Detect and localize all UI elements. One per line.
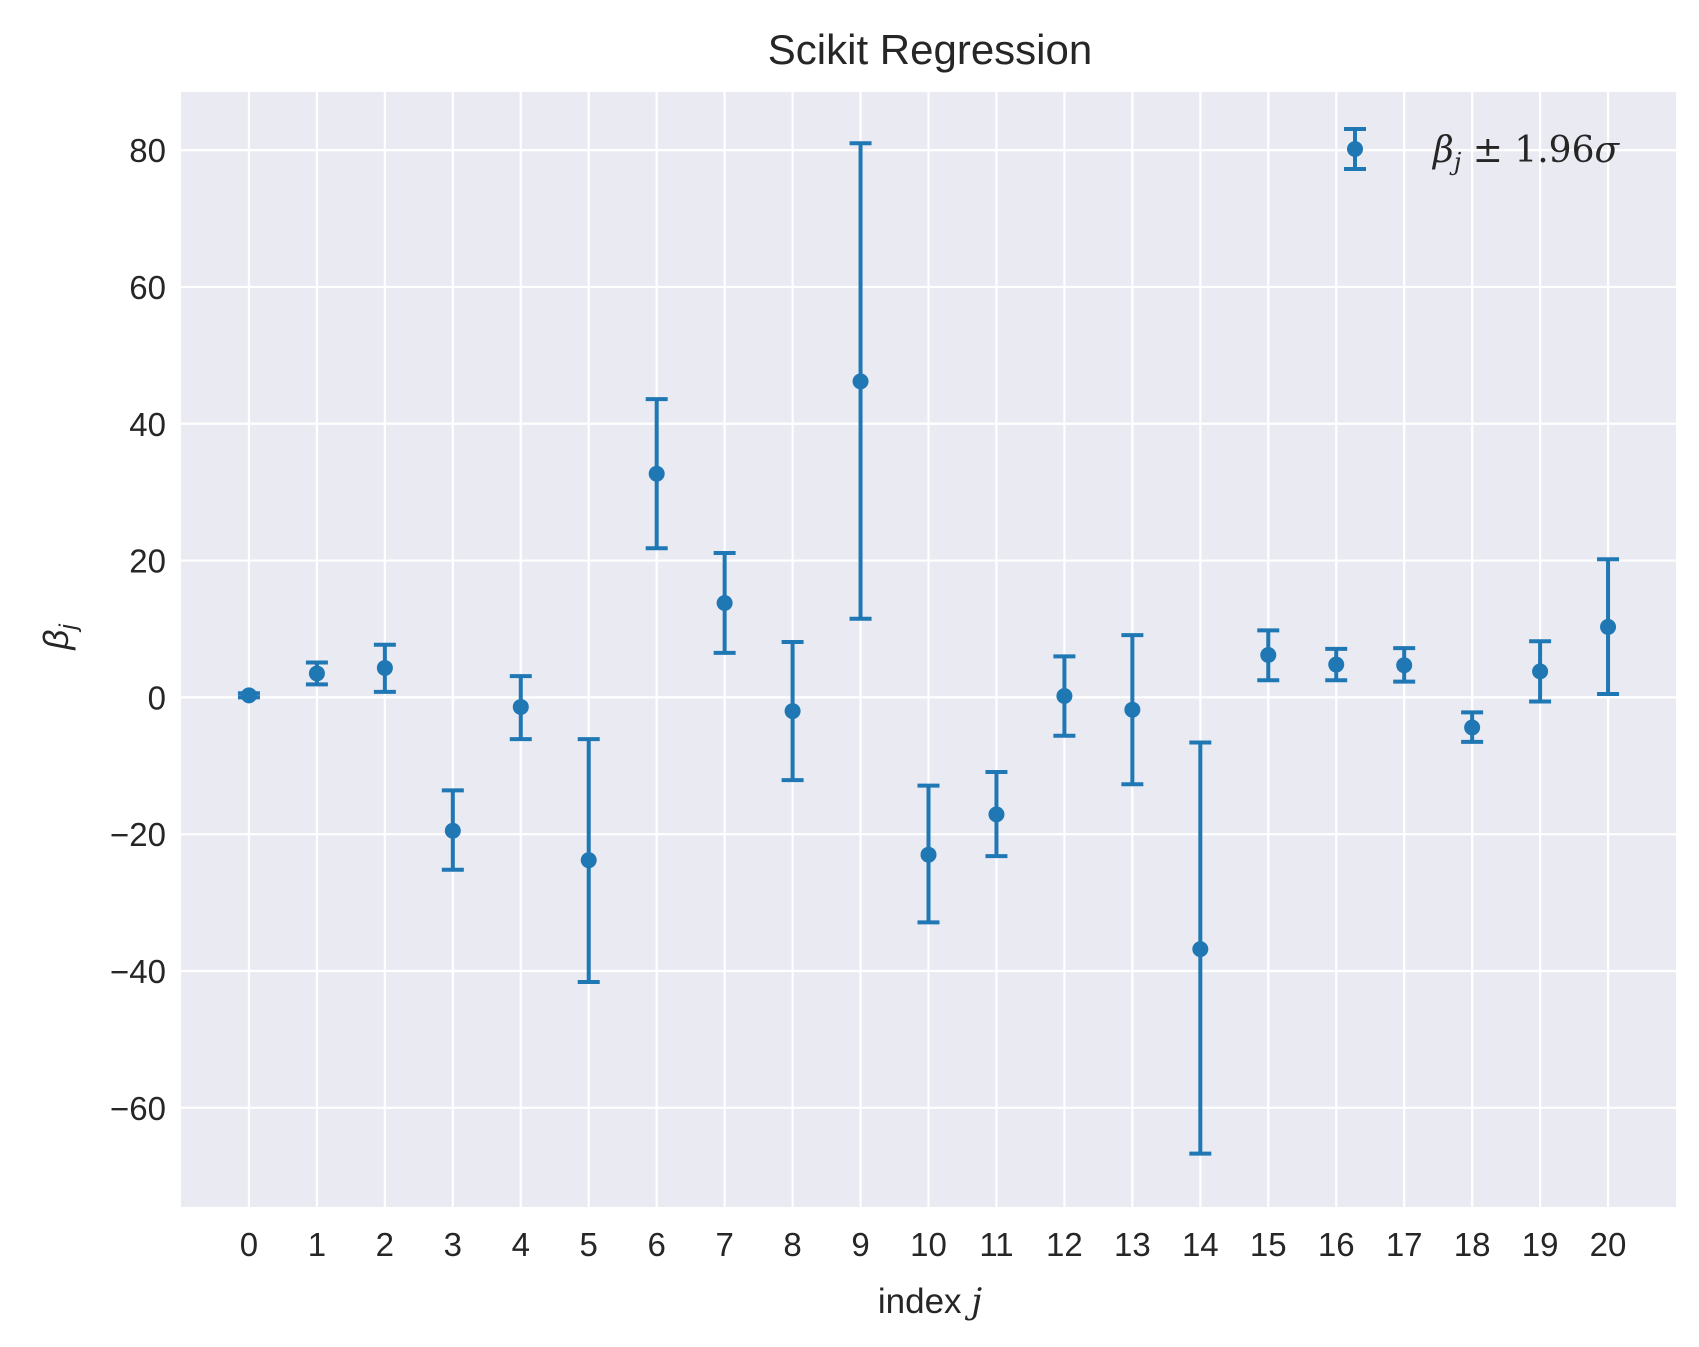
y-tick-label: 0 — [148, 679, 166, 716]
data-point-marker — [1192, 941, 1209, 958]
x-tick-label: 2 — [376, 1226, 394, 1263]
errorbar-point — [1325, 646, 1348, 683]
x-tick-label: 16 — [1318, 1226, 1355, 1263]
x-tick-label: 3 — [444, 1226, 462, 1263]
errorbar-point — [1393, 646, 1416, 684]
x-axis-ticks: 0 1 2 3 4 5 6 7 8 9 10 11 12 13 14 15 16 17 18 19 20 — [240, 1226, 1627, 1263]
chart-title: Scikit Regression — [768, 26, 1092, 73]
errorbar-point — [781, 639, 804, 783]
y-tick-label: 60 — [129, 269, 166, 306]
y-tick-label: −60 — [110, 1090, 166, 1127]
errorbar-point — [373, 642, 396, 694]
errorbar-point — [1189, 740, 1212, 1156]
data-point-marker — [1328, 656, 1345, 673]
data-point-marker — [512, 698, 529, 715]
errorbar-point — [985, 769, 1008, 859]
data-point-marker — [1260, 646, 1277, 663]
data-point-marker — [1600, 618, 1617, 635]
x-tick-label: 5 — [580, 1226, 598, 1263]
legend-label: βj ± 1.96σ — [1431, 130, 1620, 176]
data-point-marker — [1056, 688, 1073, 705]
y-tick-label: 40 — [129, 406, 166, 443]
data-point-marker — [988, 806, 1005, 823]
y-axis-ticks: −60 −40 −20 0 20 40 60 80 — [110, 132, 166, 1127]
y-tick-label: 20 — [129, 543, 166, 580]
data-point-marker — [784, 703, 801, 720]
data-point-marker — [1532, 663, 1549, 680]
data-point-marker — [308, 665, 325, 682]
errorbar-point — [577, 737, 600, 984]
x-tick-label: 7 — [715, 1226, 733, 1263]
errorbar-point — [237, 687, 260, 704]
data-point-marker — [444, 822, 461, 839]
x-tick-label: 0 — [240, 1226, 258, 1263]
data-point-marker — [920, 846, 937, 863]
errorbar-point — [1461, 710, 1484, 744]
errorbar-point — [849, 141, 872, 621]
x-tick-label: 19 — [1522, 1226, 1559, 1263]
errorbar-point — [713, 551, 736, 655]
x-axis-label: index j — [878, 1282, 982, 1322]
legend-marker — [1347, 141, 1363, 157]
errorbar-point — [917, 783, 940, 925]
data-point-marker — [1124, 701, 1141, 718]
x-tick-label: 4 — [512, 1226, 530, 1263]
data-point-marker — [376, 659, 393, 676]
legend: βj ± 1.96σ — [1344, 127, 1620, 176]
x-tick-label: 12 — [1046, 1226, 1083, 1263]
errorbar-point — [645, 397, 668, 551]
x-tick-label: 6 — [648, 1226, 666, 1263]
x-tick-label: 13 — [1114, 1226, 1151, 1263]
x-tick-label: 15 — [1250, 1226, 1287, 1263]
errorbar-point — [1121, 633, 1144, 787]
data-point-marker — [1464, 719, 1481, 736]
x-tick-label: 20 — [1590, 1226, 1627, 1263]
data-point-marker — [852, 373, 869, 390]
data-point-marker — [648, 465, 665, 482]
x-tick-label: 10 — [910, 1226, 947, 1263]
data-point-marker — [580, 852, 597, 869]
y-tick-label: −40 — [110, 953, 166, 990]
errorbar-series — [237, 141, 1620, 1156]
errorbar-point — [1053, 654, 1076, 738]
errorbar-point — [1597, 557, 1620, 696]
x-tick-label: 17 — [1386, 1226, 1423, 1263]
data-point-marker — [716, 594, 733, 611]
errorbar-point — [1257, 628, 1280, 683]
data-point-marker — [240, 687, 257, 704]
y-tick-label: −20 — [110, 816, 166, 853]
errorbar-point — [1529, 639, 1552, 704]
errorbar-point — [305, 660, 328, 687]
x-tick-label: 1 — [308, 1226, 326, 1263]
x-tick-label: 8 — [783, 1226, 801, 1263]
x-tick-label: 14 — [1182, 1226, 1219, 1263]
data-point-marker — [1396, 657, 1413, 674]
x-tick-label: 18 — [1454, 1226, 1491, 1263]
errorbar-point — [441, 788, 464, 872]
y-tick-label: 80 — [129, 132, 166, 169]
x-tick-label: 11 — [979, 1226, 1013, 1263]
x-tick-label: 9 — [851, 1226, 869, 1263]
errorbar-point — [509, 674, 532, 742]
